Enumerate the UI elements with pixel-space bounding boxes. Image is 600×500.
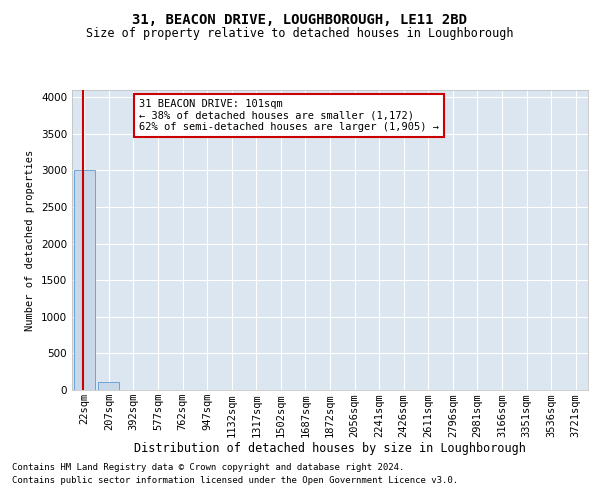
Text: 31 BEACON DRIVE: 101sqm
← 38% of detached houses are smaller (1,172)
62% of semi: 31 BEACON DRIVE: 101sqm ← 38% of detache… [139, 99, 439, 132]
X-axis label: Distribution of detached houses by size in Loughborough: Distribution of detached houses by size … [134, 442, 526, 455]
Text: Contains HM Land Registry data © Crown copyright and database right 2024.: Contains HM Land Registry data © Crown c… [12, 464, 404, 472]
Bar [74, 170, 95, 390]
Bar [98, 382, 119, 390]
Text: 31, BEACON DRIVE, LOUGHBOROUGH, LE11 2BD: 31, BEACON DRIVE, LOUGHBOROUGH, LE11 2BD [133, 12, 467, 26]
Text: Size of property relative to detached houses in Loughborough: Size of property relative to detached ho… [86, 28, 514, 40]
Text: Contains public sector information licensed under the Open Government Licence v3: Contains public sector information licen… [12, 476, 458, 485]
Y-axis label: Number of detached properties: Number of detached properties [25, 150, 35, 330]
